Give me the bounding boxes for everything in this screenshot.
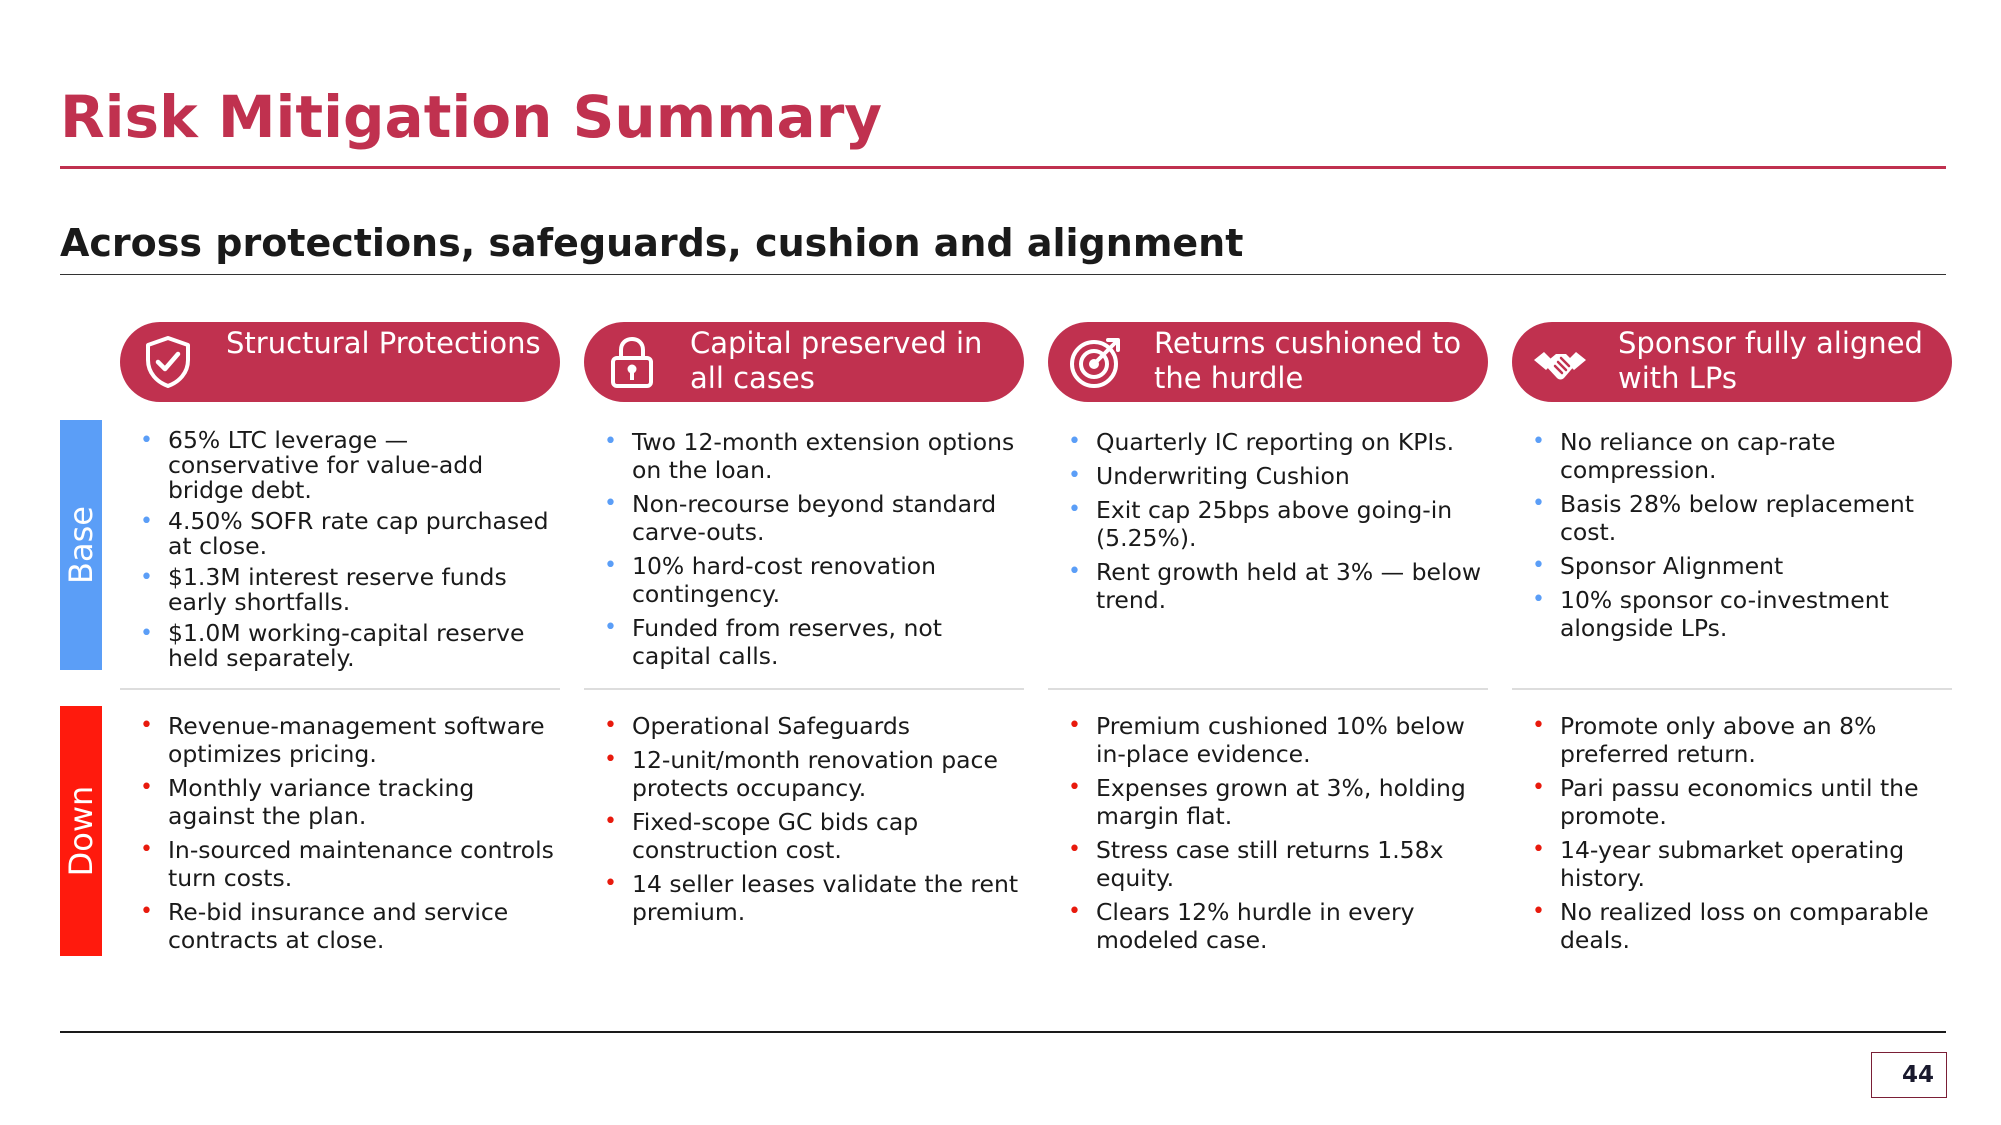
title-rule	[60, 166, 1946, 169]
row-label-base: Base	[60, 420, 102, 670]
column-header-structural: Structural Protections	[120, 322, 560, 402]
row-label-text: Base	[62, 506, 100, 584]
down-cell-capital: Operational Safeguards 12-unit/month ren…	[604, 712, 1024, 932]
list-item: Clears 12% hurdle in every modeled case.	[1068, 898, 1488, 954]
list-item: Quarterly IC reporting on KPIs.	[1068, 428, 1488, 456]
page-subtitle: Across protections, safeguards, cushion …	[60, 221, 1244, 265]
list-item: 65% LTC leverage — conservative for valu…	[140, 428, 560, 503]
list-item: Monthly variance tracking against the pl…	[140, 774, 560, 830]
list-item: Underwriting Cushion	[1068, 462, 1488, 490]
column-header-label: Sponsor fully aligned with LPs	[1618, 326, 1923, 395]
row-divider	[584, 688, 1024, 690]
list-item: Pari passu economics until the promote.	[1532, 774, 1952, 830]
list-item: 4.50% SOFR rate cap purchased at close.	[140, 509, 560, 559]
list-item: Expenses grown at 3%, holding margin fla…	[1068, 774, 1488, 830]
list-item: Operational Safeguards	[604, 712, 1024, 740]
list-item: Promote only above an 8% preferred retur…	[1532, 712, 1952, 768]
list-item: Revenue-management software optimizes pr…	[140, 712, 560, 768]
list-item: Two 12-month extension options on the lo…	[604, 428, 1024, 484]
down-cell-sponsor: Promote only above an 8% preferred retur…	[1532, 712, 1952, 960]
shield-check-icon	[146, 336, 190, 388]
padlock-icon	[611, 336, 653, 388]
column-header-label: Capital preserved in all cases	[690, 326, 983, 395]
list-item: Premium cushioned 10% below in-place evi…	[1068, 712, 1488, 768]
list-item: Basis 28% below replacement cost.	[1532, 490, 1952, 546]
column-header-label: Returns cushioned to the hurdle	[1154, 326, 1462, 395]
base-cell-sponsor: No reliance on cap-rate compression. Bas…	[1532, 428, 1952, 648]
list-item: Re-bid insurance and service contracts a…	[140, 898, 560, 954]
list-item: 10% sponsor co-investment alongside LPs.	[1532, 586, 1952, 642]
list-item: 10% hard-cost renovation contingency.	[604, 552, 1024, 608]
list-item: 14 seller leases validate the rent premi…	[604, 870, 1024, 926]
list-item: $1.0M working-capital reserve held separ…	[140, 621, 560, 671]
list-item: 14-year submarket operating history.	[1532, 836, 1952, 892]
list-item: In-sourced maintenance controls turn cos…	[140, 836, 560, 892]
down-cell-returns: Premium cushioned 10% below in-place evi…	[1068, 712, 1488, 960]
list-item: Non-recourse beyond standard carve-outs.	[604, 490, 1024, 546]
list-item: $1.3M interest reserve funds early short…	[140, 565, 560, 615]
list-item: Sponsor Alignment	[1532, 552, 1952, 580]
row-divider	[120, 688, 560, 690]
page-number: 44	[1871, 1052, 1947, 1098]
base-cell-structural: 65% LTC leverage — conservative for valu…	[140, 428, 560, 677]
list-item: Funded from reserves, not capital calls.	[604, 614, 1024, 670]
row-divider	[1512, 688, 1952, 690]
handshake-icon	[1534, 352, 1586, 380]
list-item: Exit cap 25bps above going-in (5.25%).	[1068, 496, 1488, 552]
list-item: No realized loss on comparable deals.	[1532, 898, 1952, 954]
column-header-label: Structural Protections	[226, 326, 541, 360]
page-title: Risk Mitigation Summary	[60, 83, 883, 151]
base-cell-returns: Quarterly IC reporting on KPIs. Underwri…	[1068, 428, 1488, 620]
subtitle-rule	[60, 274, 1946, 275]
list-item: Stress case still returns 1.58x equity.	[1068, 836, 1488, 892]
down-cell-structural: Revenue-management software optimizes pr…	[140, 712, 560, 960]
column-header-returns: Returns cushioned to the hurdle	[1048, 322, 1488, 402]
column-header-sponsor: Sponsor fully aligned with LPs	[1512, 322, 1952, 402]
list-item: 12-unit/month renovation pace protects o…	[604, 746, 1024, 802]
base-cell-capital: Two 12-month extension options on the lo…	[604, 428, 1024, 676]
row-label-down: Down	[60, 706, 102, 956]
row-label-text: Down	[62, 785, 100, 877]
row-divider	[1048, 688, 1488, 690]
footer-rule	[60, 1031, 1946, 1033]
list-item: Rent growth held at 3% — below trend.	[1068, 558, 1488, 614]
target-icon	[1070, 338, 1120, 388]
column-header-capital: Capital preserved in all cases	[584, 322, 1024, 402]
list-item: Fixed-scope GC bids cap construction cos…	[604, 808, 1024, 864]
list-item: No reliance on cap-rate compression.	[1532, 428, 1952, 484]
